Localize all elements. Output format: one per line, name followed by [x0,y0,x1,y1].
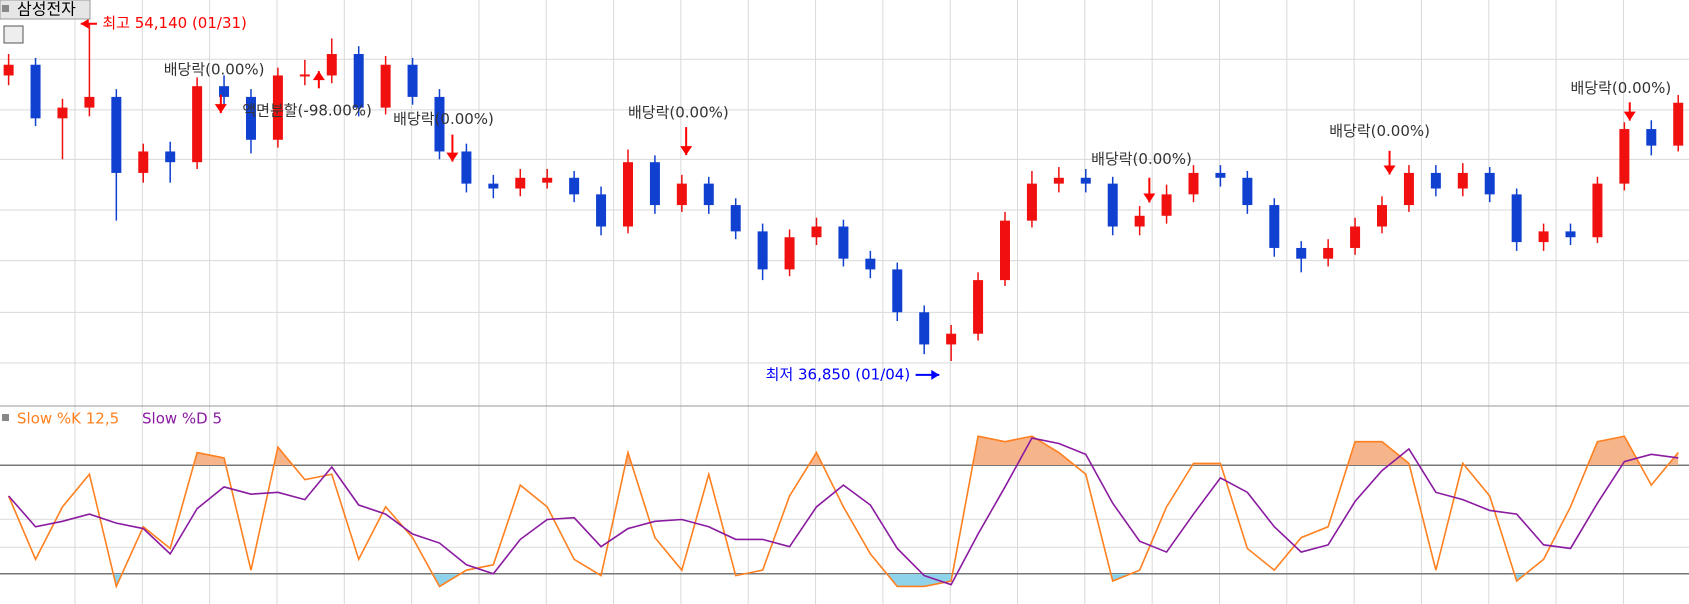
candle-body [1646,129,1657,146]
candle-body [919,312,930,345]
candle-body [757,231,768,270]
candle-body [1053,177,1064,184]
candle-body [1026,183,1037,221]
candle-body [1269,205,1280,248]
candle-body [730,205,741,232]
candle-body [515,177,526,189]
annotation-arrowhead [1143,193,1156,203]
candle-body [1484,172,1495,195]
candle-body [1673,102,1684,146]
candle-body [326,54,337,76]
candle-body [1296,247,1307,259]
candle-body [569,177,580,195]
candle-body [838,226,849,259]
series-line [8,437,1679,586]
candle-body [676,183,687,206]
annotation: 배당락(0.00%) [1329,122,1430,140]
annotation: 최저 36,850 (01/04) [766,365,911,383]
candle-body [1377,205,1388,227]
candle-body [407,64,418,97]
legend-icon [2,414,9,421]
candle-body [596,194,607,227]
annotation-arrowhead [1383,165,1396,175]
annotation: 액면분할(-98.00%) [242,101,372,119]
candle-body [1242,177,1253,206]
title-box [0,0,91,20]
annotation-arrowhead [931,369,940,380]
candle-body [1511,194,1522,243]
candle-body [1403,172,1414,206]
overbought-fill [193,436,1679,465]
candle-body [272,75,283,140]
candle-body [892,269,903,313]
candle-body [1215,172,1226,178]
candle-body [30,64,41,119]
candle-body [1323,247,1334,259]
candle-body [811,226,822,238]
annotation-arrowhead [1623,111,1636,121]
candle-body [461,151,472,184]
legend-entry: Slow %K 12,5 [17,410,119,428]
candle-body [973,280,984,334]
chart-title: 삼성전자 [17,0,76,19]
annotation: 배당락(0.00%) [1091,150,1192,168]
candle-body [1430,172,1441,189]
candle-body [1565,231,1576,238]
candle-body [784,237,795,270]
annotation: 최고 54,140 (01/31) [102,14,247,32]
candle-body [1457,172,1468,189]
candle-body [703,183,714,206]
candle-body [245,96,256,140]
candle-body [138,151,149,173]
candle-body [219,86,230,97]
table-button[interactable] [3,25,24,44]
annotation: 배당락(0.00%) [393,110,494,128]
annotation: 배당락(0.00%) [164,61,265,79]
candle-body [649,162,660,206]
candle-body [84,96,95,108]
marks: 최고 54,140 (01/31) 최저 36,850 (01/04) 배당락(0.… [0,14,1689,589]
candle-body [946,333,957,345]
candle-body [192,86,203,163]
candle-body [165,151,176,163]
annotation-arrowhead [446,152,459,162]
candle-body [434,96,445,152]
candle-body [57,107,68,119]
candle-body [865,258,876,270]
candle-body [380,64,391,108]
candle-body [1161,194,1172,216]
candle-body [353,54,364,108]
annotation-arrowhead [312,71,325,81]
candle-body [999,220,1010,281]
candle-body [542,177,553,183]
candle-body [1538,231,1549,243]
annotation-arrowhead [680,146,693,156]
candle-body [1188,172,1199,195]
candle-body [3,64,14,76]
candle-body [1619,129,1630,184]
candle-body [111,96,122,173]
candle-body [1134,215,1145,227]
candle-body [622,162,633,227]
candle-body [1350,226,1361,248]
candle-body [299,74,310,77]
candle-body [488,183,499,189]
annotation: 배당락(0.00%) [1571,79,1672,97]
candle-body [1080,177,1091,184]
annotation: 배당락(0.00%) [628,104,729,122]
annotation-arrowhead [214,104,227,114]
legend-entry: Slow %D 5 [142,410,222,428]
candle-body [1107,183,1118,227]
title-icon [2,5,9,12]
candle-body [1592,183,1603,238]
annotation-arrowhead [80,18,89,29]
